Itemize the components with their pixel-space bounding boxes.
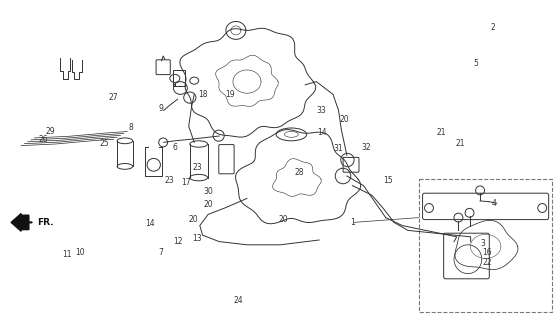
Bar (419, 179, 552, 312)
Text: 7: 7 (159, 248, 163, 257)
Text: 20: 20 (339, 116, 349, 124)
Text: 23: 23 (192, 164, 202, 172)
Text: 3: 3 (481, 239, 485, 248)
Text: 26: 26 (38, 135, 48, 144)
Text: 21: 21 (456, 140, 466, 148)
Text: 17: 17 (181, 178, 191, 187)
Text: 31: 31 (334, 144, 344, 153)
FancyArrow shape (11, 213, 29, 231)
Text: 23: 23 (164, 176, 174, 185)
Text: 11: 11 (62, 250, 72, 259)
Text: 22: 22 (482, 258, 492, 267)
Text: 20: 20 (278, 215, 288, 224)
Text: 6: 6 (173, 143, 177, 152)
Text: 14: 14 (317, 128, 327, 137)
Text: 29: 29 (45, 127, 55, 136)
Text: 5: 5 (474, 60, 478, 68)
Text: 13: 13 (192, 234, 202, 243)
Text: 18: 18 (198, 90, 208, 99)
Text: 27: 27 (109, 93, 119, 102)
Text: 16: 16 (482, 248, 492, 257)
Text: 21: 21 (436, 128, 446, 137)
Text: 24: 24 (234, 296, 244, 305)
Text: 32: 32 (361, 143, 371, 152)
Text: 14: 14 (145, 220, 155, 228)
Text: 9: 9 (159, 104, 163, 113)
Text: 10: 10 (75, 248, 85, 257)
Text: 4: 4 (492, 199, 496, 208)
Text: 20: 20 (203, 200, 213, 209)
Text: 19: 19 (225, 90, 235, 99)
Text: 30: 30 (203, 188, 213, 196)
Text: 2: 2 (491, 23, 495, 32)
Text: 33: 33 (316, 106, 326, 115)
Text: 8: 8 (128, 124, 133, 132)
Text: 15: 15 (384, 176, 393, 185)
Text: 20: 20 (188, 215, 198, 224)
Bar (173, 70, 185, 86)
Text: 25: 25 (99, 140, 109, 148)
Text: 12: 12 (173, 237, 183, 246)
Text: 28: 28 (295, 168, 305, 177)
Text: 1: 1 (350, 218, 355, 227)
Text: FR.: FR. (37, 218, 54, 227)
